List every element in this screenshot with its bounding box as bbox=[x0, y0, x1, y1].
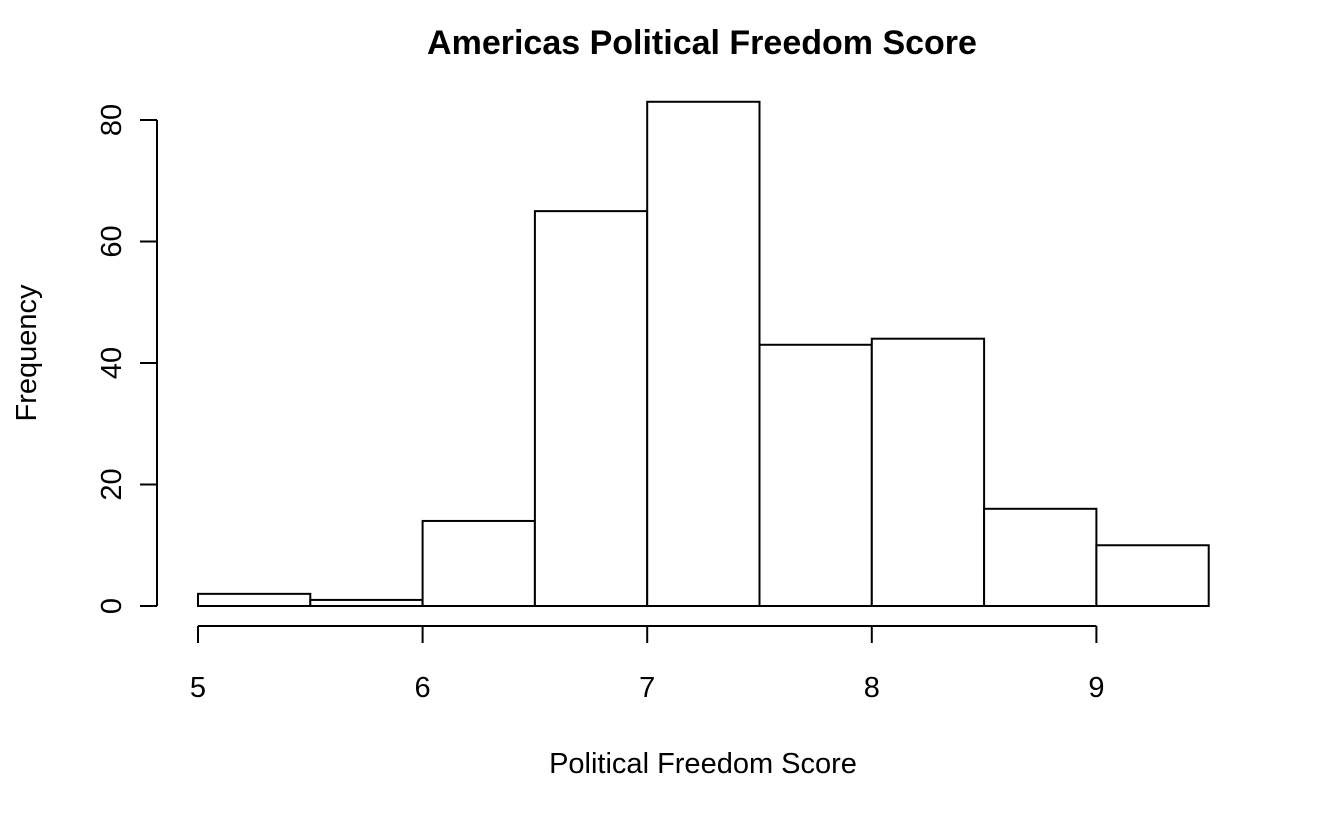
histogram-bar-1 bbox=[197, 592, 312, 607]
y-tick-label: 80 bbox=[96, 104, 128, 136]
histogram-bar-4 bbox=[533, 210, 649, 607]
y-tick-label: 60 bbox=[96, 225, 128, 257]
y-tick-label: 0 bbox=[96, 598, 128, 614]
histogram-bar-7 bbox=[870, 337, 986, 607]
histogram-bar-8 bbox=[983, 507, 1098, 607]
x-tick-label: 9 bbox=[1088, 672, 1104, 704]
x-axis: 5 6 7 8 9 bbox=[190, 625, 1104, 704]
y-axis: 0 20 40 60 80 bbox=[96, 104, 158, 614]
x-tick-label: 6 bbox=[415, 672, 431, 704]
histogram-bars bbox=[197, 100, 1210, 608]
histogram-bar-9 bbox=[1095, 544, 1210, 607]
histogram-bar-3 bbox=[421, 519, 536, 608]
y-axis-label: Frequency bbox=[11, 284, 43, 422]
x-axis-label: Political Freedom Score bbox=[549, 748, 857, 780]
histogram-bar-5 bbox=[646, 100, 761, 608]
histogram-bar-2 bbox=[309, 598, 424, 607]
chart-title: Americas Political Freedom Score bbox=[427, 24, 977, 62]
x-tick-label: 5 bbox=[190, 672, 206, 704]
x-tick-label: 8 bbox=[864, 672, 880, 704]
y-tick-label: 40 bbox=[96, 347, 128, 379]
x-tick-label: 7 bbox=[639, 672, 655, 704]
y-tick-label: 20 bbox=[96, 468, 128, 500]
histogram-bar-6 bbox=[758, 343, 873, 607]
